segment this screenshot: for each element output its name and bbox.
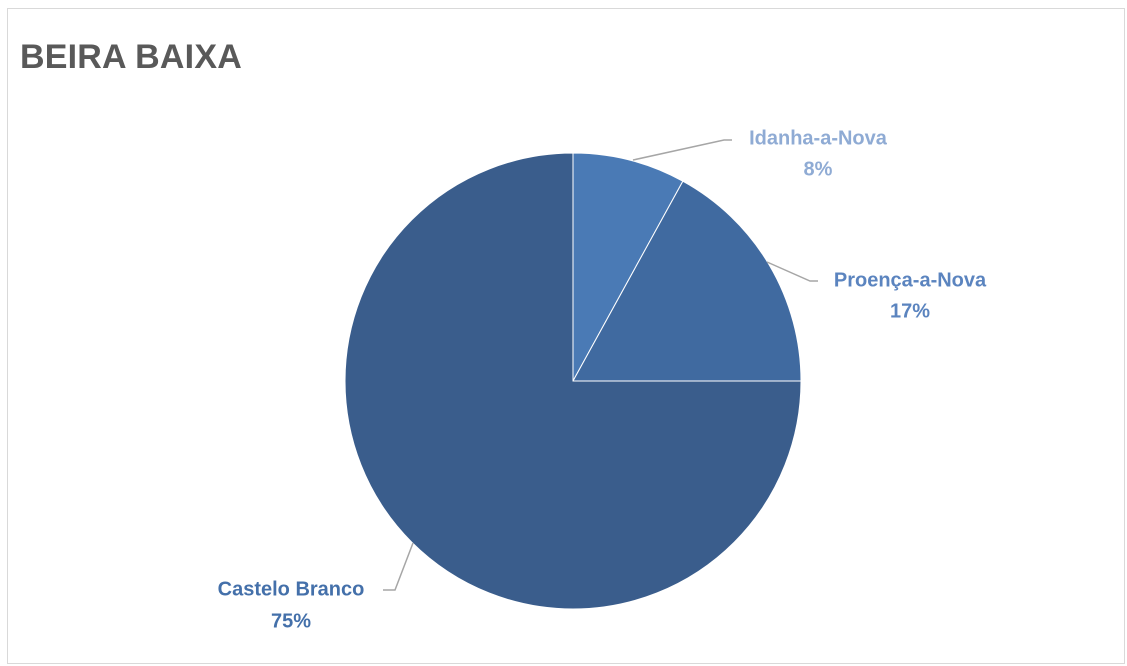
slice-label-name: Proença-a-Nova: [834, 269, 987, 291]
leader-line: [632, 139, 732, 161]
slice-label-name: Castelo Branco: [218, 578, 365, 600]
pie-slice-castelo-branco: [344, 152, 802, 610]
pie-slices: [344, 152, 802, 610]
pie-slice-proen-a-a-nova: [572, 180, 802, 382]
leader-line: [383, 542, 414, 591]
pie-slice-idanha-a-nova: [572, 152, 684, 382]
slice-label-percent: 17%: [890, 300, 930, 322]
leader-line: [766, 261, 818, 282]
slice-label-name: Idanha-a-Nova: [749, 127, 888, 149]
chart-title: BEIRA BAIXA: [20, 38, 242, 76]
slice-label-percent: 8%: [804, 158, 833, 180]
leader-lines: [383, 139, 818, 591]
slice-label-percent: 75%: [271, 610, 311, 632]
slice-labels: Idanha-a-Nova 8% Proença-a-Nova 17% Castelo …: [218, 127, 987, 632]
